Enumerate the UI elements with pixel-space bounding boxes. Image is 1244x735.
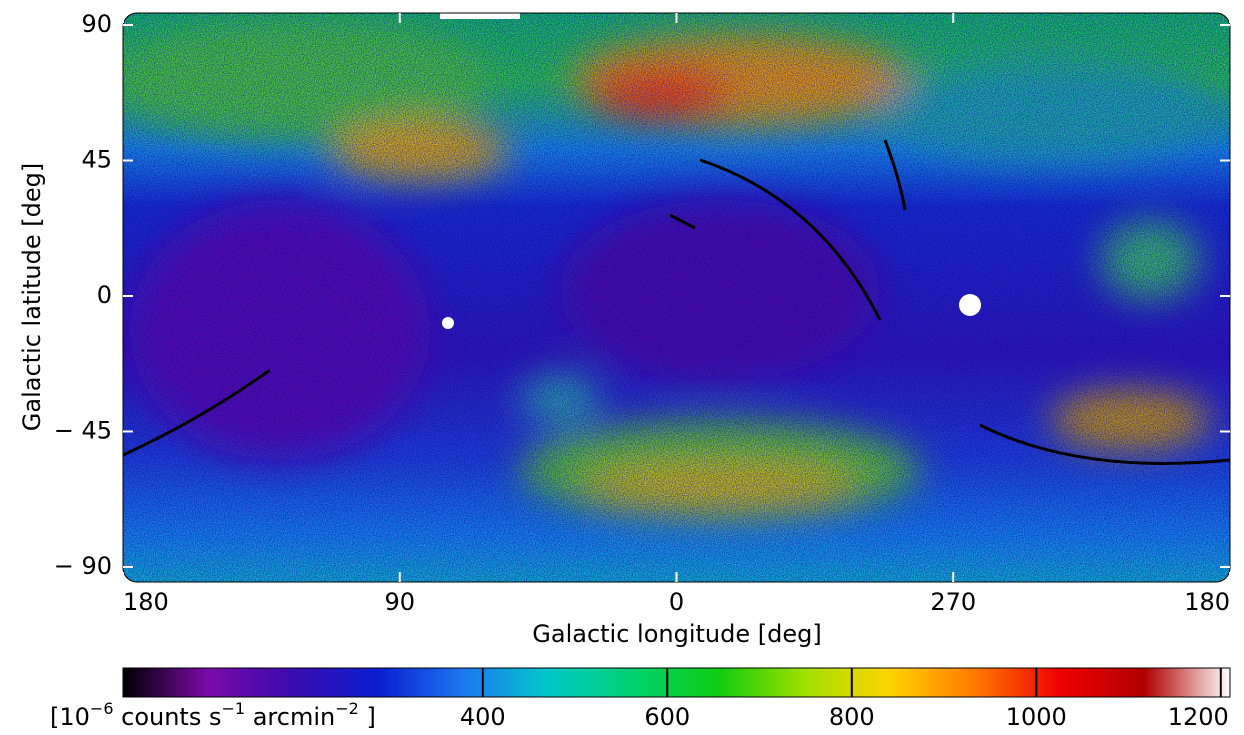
- colorbar-tick-label: 800: [829, 703, 875, 731]
- colorbar-label-part: counts s: [114, 703, 222, 731]
- colorbar-label-part: arcmin: [245, 703, 335, 731]
- bright-source: [442, 317, 454, 329]
- colorbar-label: [10−6 counts s−1 arcmin−2 ]: [50, 699, 376, 732]
- x-tick-label: 90: [384, 588, 415, 616]
- x-tick-label: 180: [1184, 588, 1230, 616]
- colorbar-tick-label: 1000: [1006, 703, 1067, 731]
- colorbar-label-part: ]: [359, 703, 376, 731]
- colorbar-tick-label: 600: [644, 703, 690, 731]
- y-tick-label: 45: [81, 146, 112, 174]
- colorbar-label-exponent: −6: [90, 699, 114, 718]
- y-tick-label: − 90: [54, 552, 112, 580]
- bright-edge: [440, 13, 520, 19]
- colorbar-tick-label: 1200: [1168, 703, 1229, 731]
- bright-source: [959, 294, 981, 316]
- sky-map: [123, 13, 1230, 582]
- x-axis-label: Galactic longitude [deg]: [532, 620, 821, 648]
- y-tick-label: 0: [97, 281, 112, 309]
- x-tick-label: 270: [930, 588, 976, 616]
- x-tick-label: 180: [123, 588, 169, 616]
- map-noise: [123, 13, 1230, 582]
- colorbar-label-exponent: −1: [221, 699, 245, 718]
- colorbar-label-part: [10: [50, 703, 90, 731]
- y-tick-label: − 45: [54, 416, 112, 444]
- colorbar-tick-label: 400: [460, 703, 506, 731]
- y-tick-label: 90: [81, 10, 112, 38]
- y-axis-label: Galactic latitude [deg]: [18, 163, 46, 431]
- x-tick-label: 0: [669, 588, 684, 616]
- scan-arcs: [123, 139, 1230, 465]
- colorbar: [122, 667, 1231, 698]
- colorbar-label-exponent: −2: [335, 699, 359, 718]
